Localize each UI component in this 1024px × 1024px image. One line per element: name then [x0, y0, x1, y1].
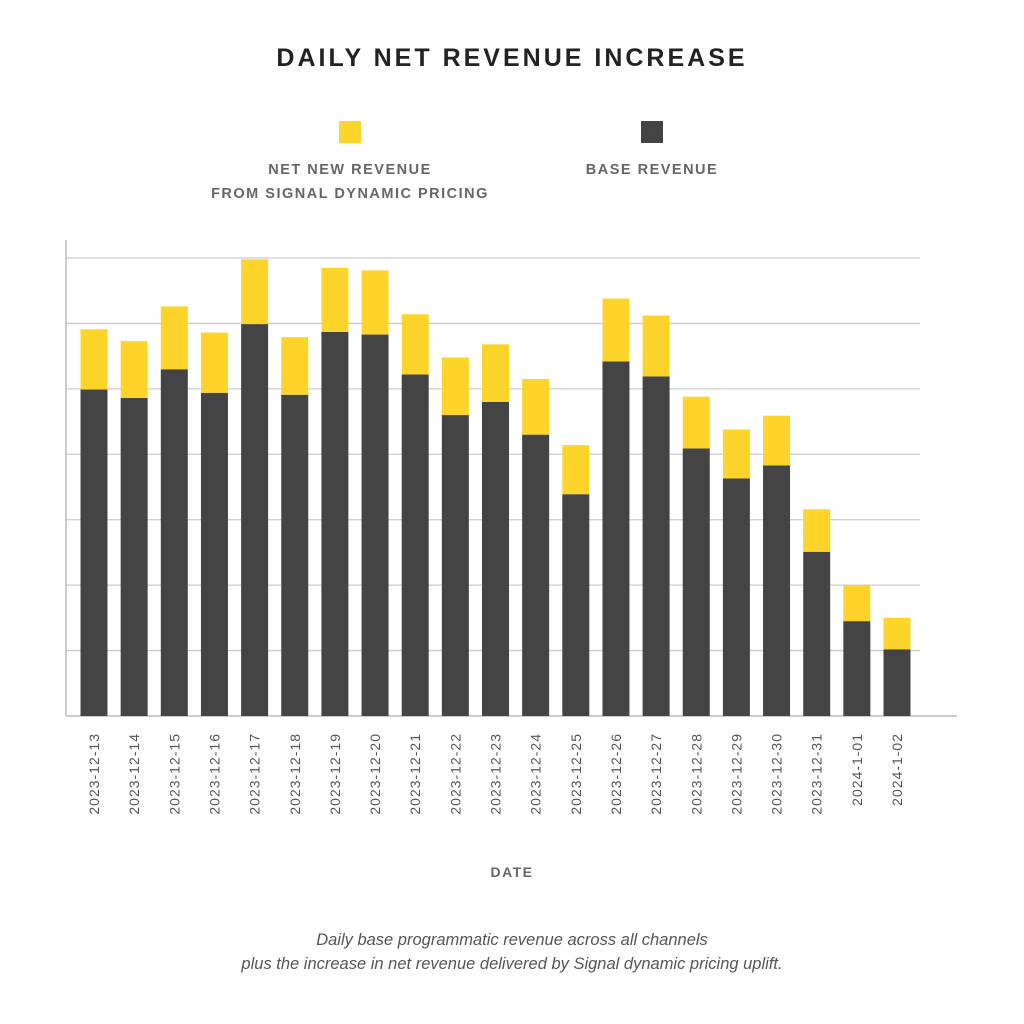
bar-net-new-revenue — [722, 429, 750, 479]
bar-base-revenue — [401, 374, 429, 716]
bar-net-new-revenue — [321, 267, 349, 332]
bar-base-revenue — [602, 361, 630, 716]
x-tick-label: 2023-12-20 — [367, 733, 383, 815]
x-tick-label: 2023-12-16 — [206, 733, 222, 815]
x-tick-label: 2023-12-18 — [287, 733, 303, 815]
x-tick-label: 2023-12-21 — [407, 733, 423, 815]
bar-base-revenue — [241, 324, 269, 716]
bar-base-revenue — [200, 392, 228, 716]
bar-base-revenue — [843, 621, 871, 716]
bar-net-new-revenue — [361, 270, 389, 335]
bar-net-new-revenue — [843, 585, 871, 622]
bar-base-revenue — [562, 494, 590, 716]
bar-base-revenue — [281, 394, 309, 716]
x-tick-label: 2023-12-29 — [728, 733, 744, 815]
x-tick-label: 2023-12-28 — [688, 733, 704, 815]
bar-base-revenue — [803, 551, 831, 716]
legend-label-net-new-revenue: NET NEW REVENUE FROM SIGNAL DYNAMIC PRIC… — [190, 158, 510, 206]
x-tick-label: 2023-12-13 — [86, 733, 102, 815]
bar-net-new-revenue — [482, 344, 509, 402]
x-tick-label: 2023-12-17 — [247, 733, 263, 815]
bar-base-revenue — [883, 649, 911, 716]
legend-item-base-revenue: BASE REVENUE — [552, 121, 752, 182]
x-tick-label: 2023-12-27 — [648, 733, 664, 815]
x-tick-label: 2023-12-30 — [769, 733, 785, 815]
bar-base-revenue — [80, 389, 108, 716]
bar-net-new-revenue — [401, 314, 429, 375]
bar-base-revenue — [642, 376, 670, 716]
bar-net-new-revenue — [562, 445, 590, 495]
bar-base-revenue — [482, 401, 509, 716]
bar-net-new-revenue — [642, 315, 670, 377]
bar-net-new-revenue — [602, 298, 630, 362]
bar-base-revenue — [522, 434, 550, 716]
x-tick-label: 2023-12-31 — [809, 733, 825, 815]
x-tick-label: 2023-12-24 — [528, 733, 544, 815]
bar-net-new-revenue — [80, 329, 108, 390]
legend-swatch-net-new-revenue — [339, 121, 361, 143]
bar-net-new-revenue — [883, 617, 911, 650]
chart-caption: Daily base programmatic revenue across a… — [0, 928, 1024, 976]
bar-net-new-revenue — [241, 259, 269, 325]
bar-net-new-revenue — [200, 332, 228, 393]
x-tick-label: 2023-12-22 — [447, 733, 463, 815]
x-tick-label: 2023-12-23 — [488, 733, 504, 815]
bar-base-revenue — [441, 415, 469, 716]
x-tick-label: 2023-12-15 — [166, 733, 182, 815]
bar-base-revenue — [722, 478, 750, 716]
x-tick-label: 2023-12-25 — [568, 733, 584, 815]
x-tick-label: 2024-1-01 — [849, 733, 865, 806]
legend-swatch-base-revenue — [641, 121, 663, 143]
caption-line: plus the increase in net revenue deliver… — [241, 955, 783, 973]
bar-net-new-revenue — [803, 509, 831, 552]
bar-net-new-revenue — [281, 337, 309, 395]
bar-net-new-revenue — [441, 357, 469, 416]
bar-base-revenue — [321, 331, 349, 716]
bar-net-new-revenue — [120, 341, 148, 399]
legend-label-line: FROM SIGNAL DYNAMIC PRICING — [211, 186, 489, 202]
x-tick-label: 2023-12-14 — [126, 733, 142, 815]
bar-base-revenue — [763, 465, 791, 716]
bar-base-revenue — [120, 398, 148, 716]
x-tick-label: 2023-12-19 — [327, 733, 343, 815]
legend-label-base-revenue: BASE REVENUE — [552, 158, 752, 182]
bar-net-new-revenue — [522, 379, 550, 435]
legend-label-line: BASE REVENUE — [585, 162, 719, 178]
bar-net-new-revenue — [160, 306, 188, 370]
chart-title: DAILY NET REVENUE INCREASE — [276, 44, 748, 72]
bar-base-revenue — [160, 369, 188, 716]
bar-base-revenue — [361, 334, 389, 716]
legend-label-line: NET NEW REVENUE — [268, 162, 432, 178]
x-tick-label: 2024-1-02 — [889, 733, 905, 806]
caption-line: Daily base programmatic revenue across a… — [316, 931, 708, 949]
bar-net-new-revenue — [682, 396, 710, 449]
bar-base-revenue — [682, 448, 710, 716]
bar-net-new-revenue — [763, 415, 791, 466]
x-tick-label: 2023-12-26 — [608, 733, 624, 815]
x-axis-label: DATE — [490, 864, 534, 880]
legend-item-net-new-revenue: NET NEW REVENUE FROM SIGNAL DYNAMIC PRIC… — [190, 121, 510, 206]
